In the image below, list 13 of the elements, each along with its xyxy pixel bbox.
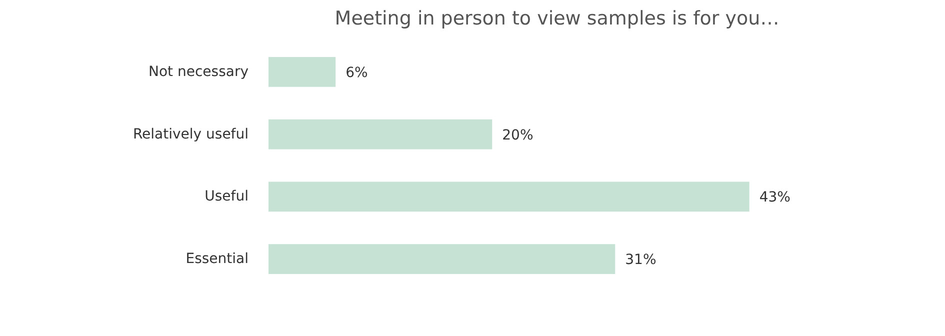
data-label: 43% — [759, 190, 790, 206]
bar — [268, 119, 492, 150]
y-tick-label: Useful — [204, 188, 249, 205]
y-tick-label: Relatively useful — [132, 126, 249, 142]
data-label: 6% — [346, 64, 368, 81]
bar — [268, 244, 616, 274]
bar — [268, 56, 336, 87]
data-label: 31% — [625, 252, 656, 268]
y-tick-label: Not necessary — [148, 64, 248, 80]
data-label: 20% — [502, 127, 534, 144]
y-tick-label: Essential — [186, 251, 249, 268]
chart-title: Meeting in person to view samples is for you… — [334, 8, 780, 30]
bar — [268, 182, 750, 212]
